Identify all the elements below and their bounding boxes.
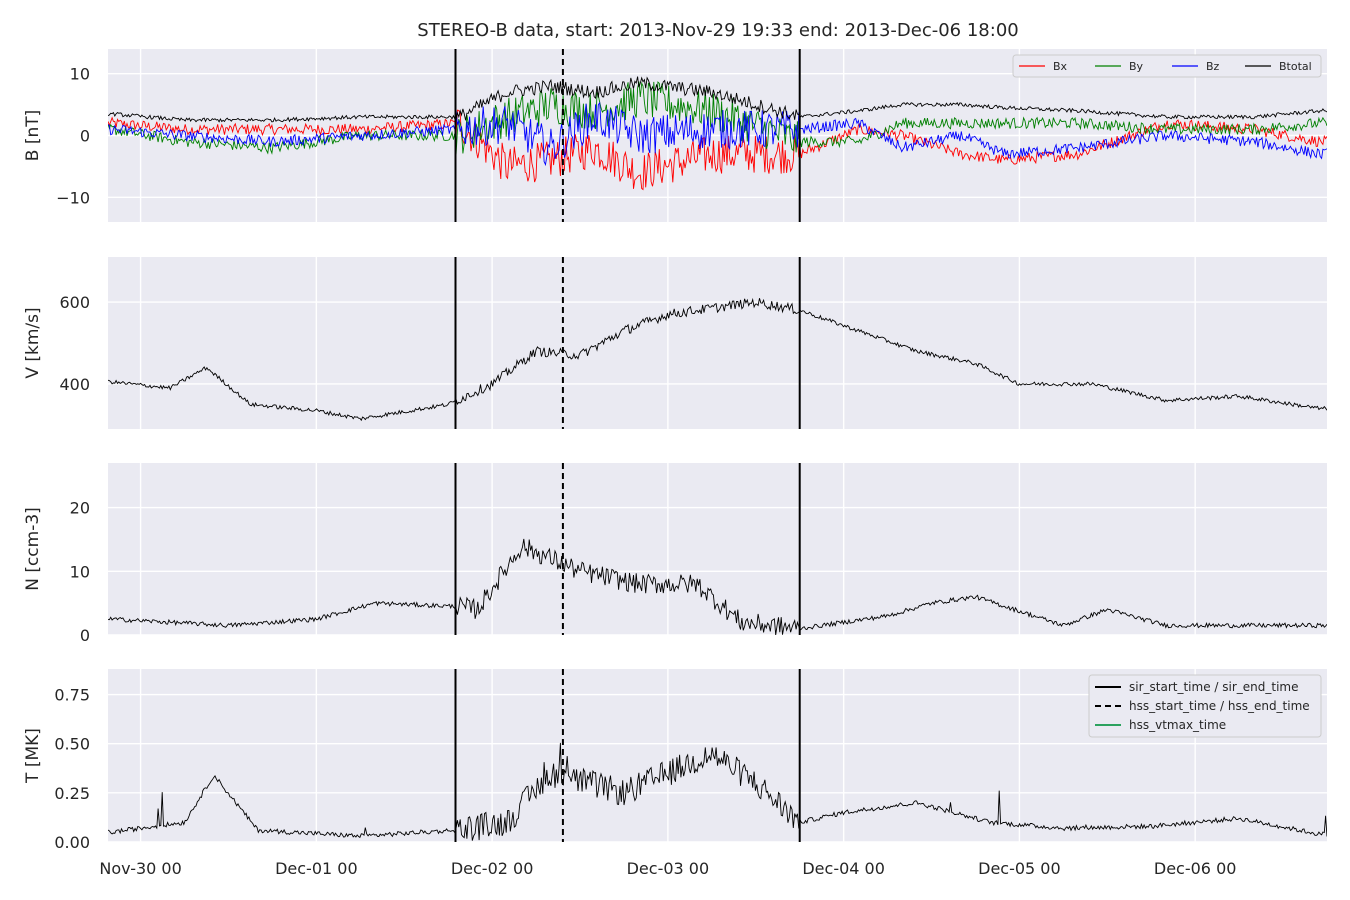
legend-event-label: sir_start_time / sir_end_time [1129, 680, 1299, 694]
x-tick-label: Dec-01 00 [275, 859, 358, 878]
legend-label: Bz [1206, 60, 1220, 73]
series-line-btotal [108, 76, 1327, 123]
y-axis-label: B [nT] [23, 110, 43, 162]
panel-T: 0.75 0.50 0.25 0.00 T [MK] sir_start_time / s… [23, 669, 1327, 852]
legend-b: Bx By Bz Btotal [1012, 54, 1322, 78]
y-tick-label: 600 [59, 293, 90, 312]
y-tick-label: 0.00 [54, 833, 90, 852]
x-tick-label: Dec-03 00 [627, 859, 710, 878]
series-line-v [108, 297, 1327, 422]
y-tick-label: 10 [70, 65, 90, 84]
legend-event-label: hss_start_time / hss_end_time [1129, 699, 1310, 713]
chart-title: STEREO-B data, start: 2013-Nov-29 19:33 … [417, 20, 1018, 41]
y-tick-label: 20 [70, 499, 90, 518]
legend-events-box [1088, 674, 1322, 738]
y-axis-label: T [MK] [23, 728, 43, 784]
panel-V-background [108, 257, 1327, 429]
panel-V: 600 400 V [km/s] [23, 257, 1327, 429]
y-tick-label: 0.50 [54, 735, 90, 754]
x-tick-label: Dec-04 00 [802, 859, 885, 878]
y-tick-label: 0 [80, 127, 90, 146]
y-axis-label: N [ccm-3] [23, 507, 43, 591]
y-tick-label: 0 [80, 626, 90, 645]
x-tick-label: Nov-30 00 [99, 859, 181, 878]
y-tick-label: 400 [59, 375, 90, 394]
legend-b-box [1012, 54, 1322, 78]
x-tick-label: Dec-05 00 [978, 859, 1061, 878]
series-line-t [108, 742, 1327, 841]
panel-B: 10 0 −10 B [nT] Bx By Bz Btotal [23, 49, 1327, 222]
legend-events: sir_start_time / sir_end_time hss_start_t… [1088, 674, 1322, 738]
y-tick-label: 0.75 [54, 686, 90, 705]
legend-event-label: hss_vtmax_time [1129, 718, 1226, 732]
y-axis-label: V [km/s] [23, 307, 43, 378]
legend-label: Btotal [1279, 60, 1312, 73]
y-tick-label: 0.25 [54, 784, 90, 803]
legend-label: Bx [1053, 60, 1068, 73]
panel-N-background [108, 463, 1327, 635]
panel-N: 20 10 0 N [ccm-3] [23, 463, 1327, 645]
y-tick-label: 10 [70, 562, 90, 581]
legend-label: By [1129, 60, 1144, 73]
y-tick-label: −10 [56, 188, 90, 207]
series-line-n [108, 538, 1327, 635]
x-tick-label: Dec-02 00 [451, 859, 534, 878]
x-tick-label: Dec-06 00 [1154, 859, 1237, 878]
series-line-bz [108, 101, 1327, 167]
